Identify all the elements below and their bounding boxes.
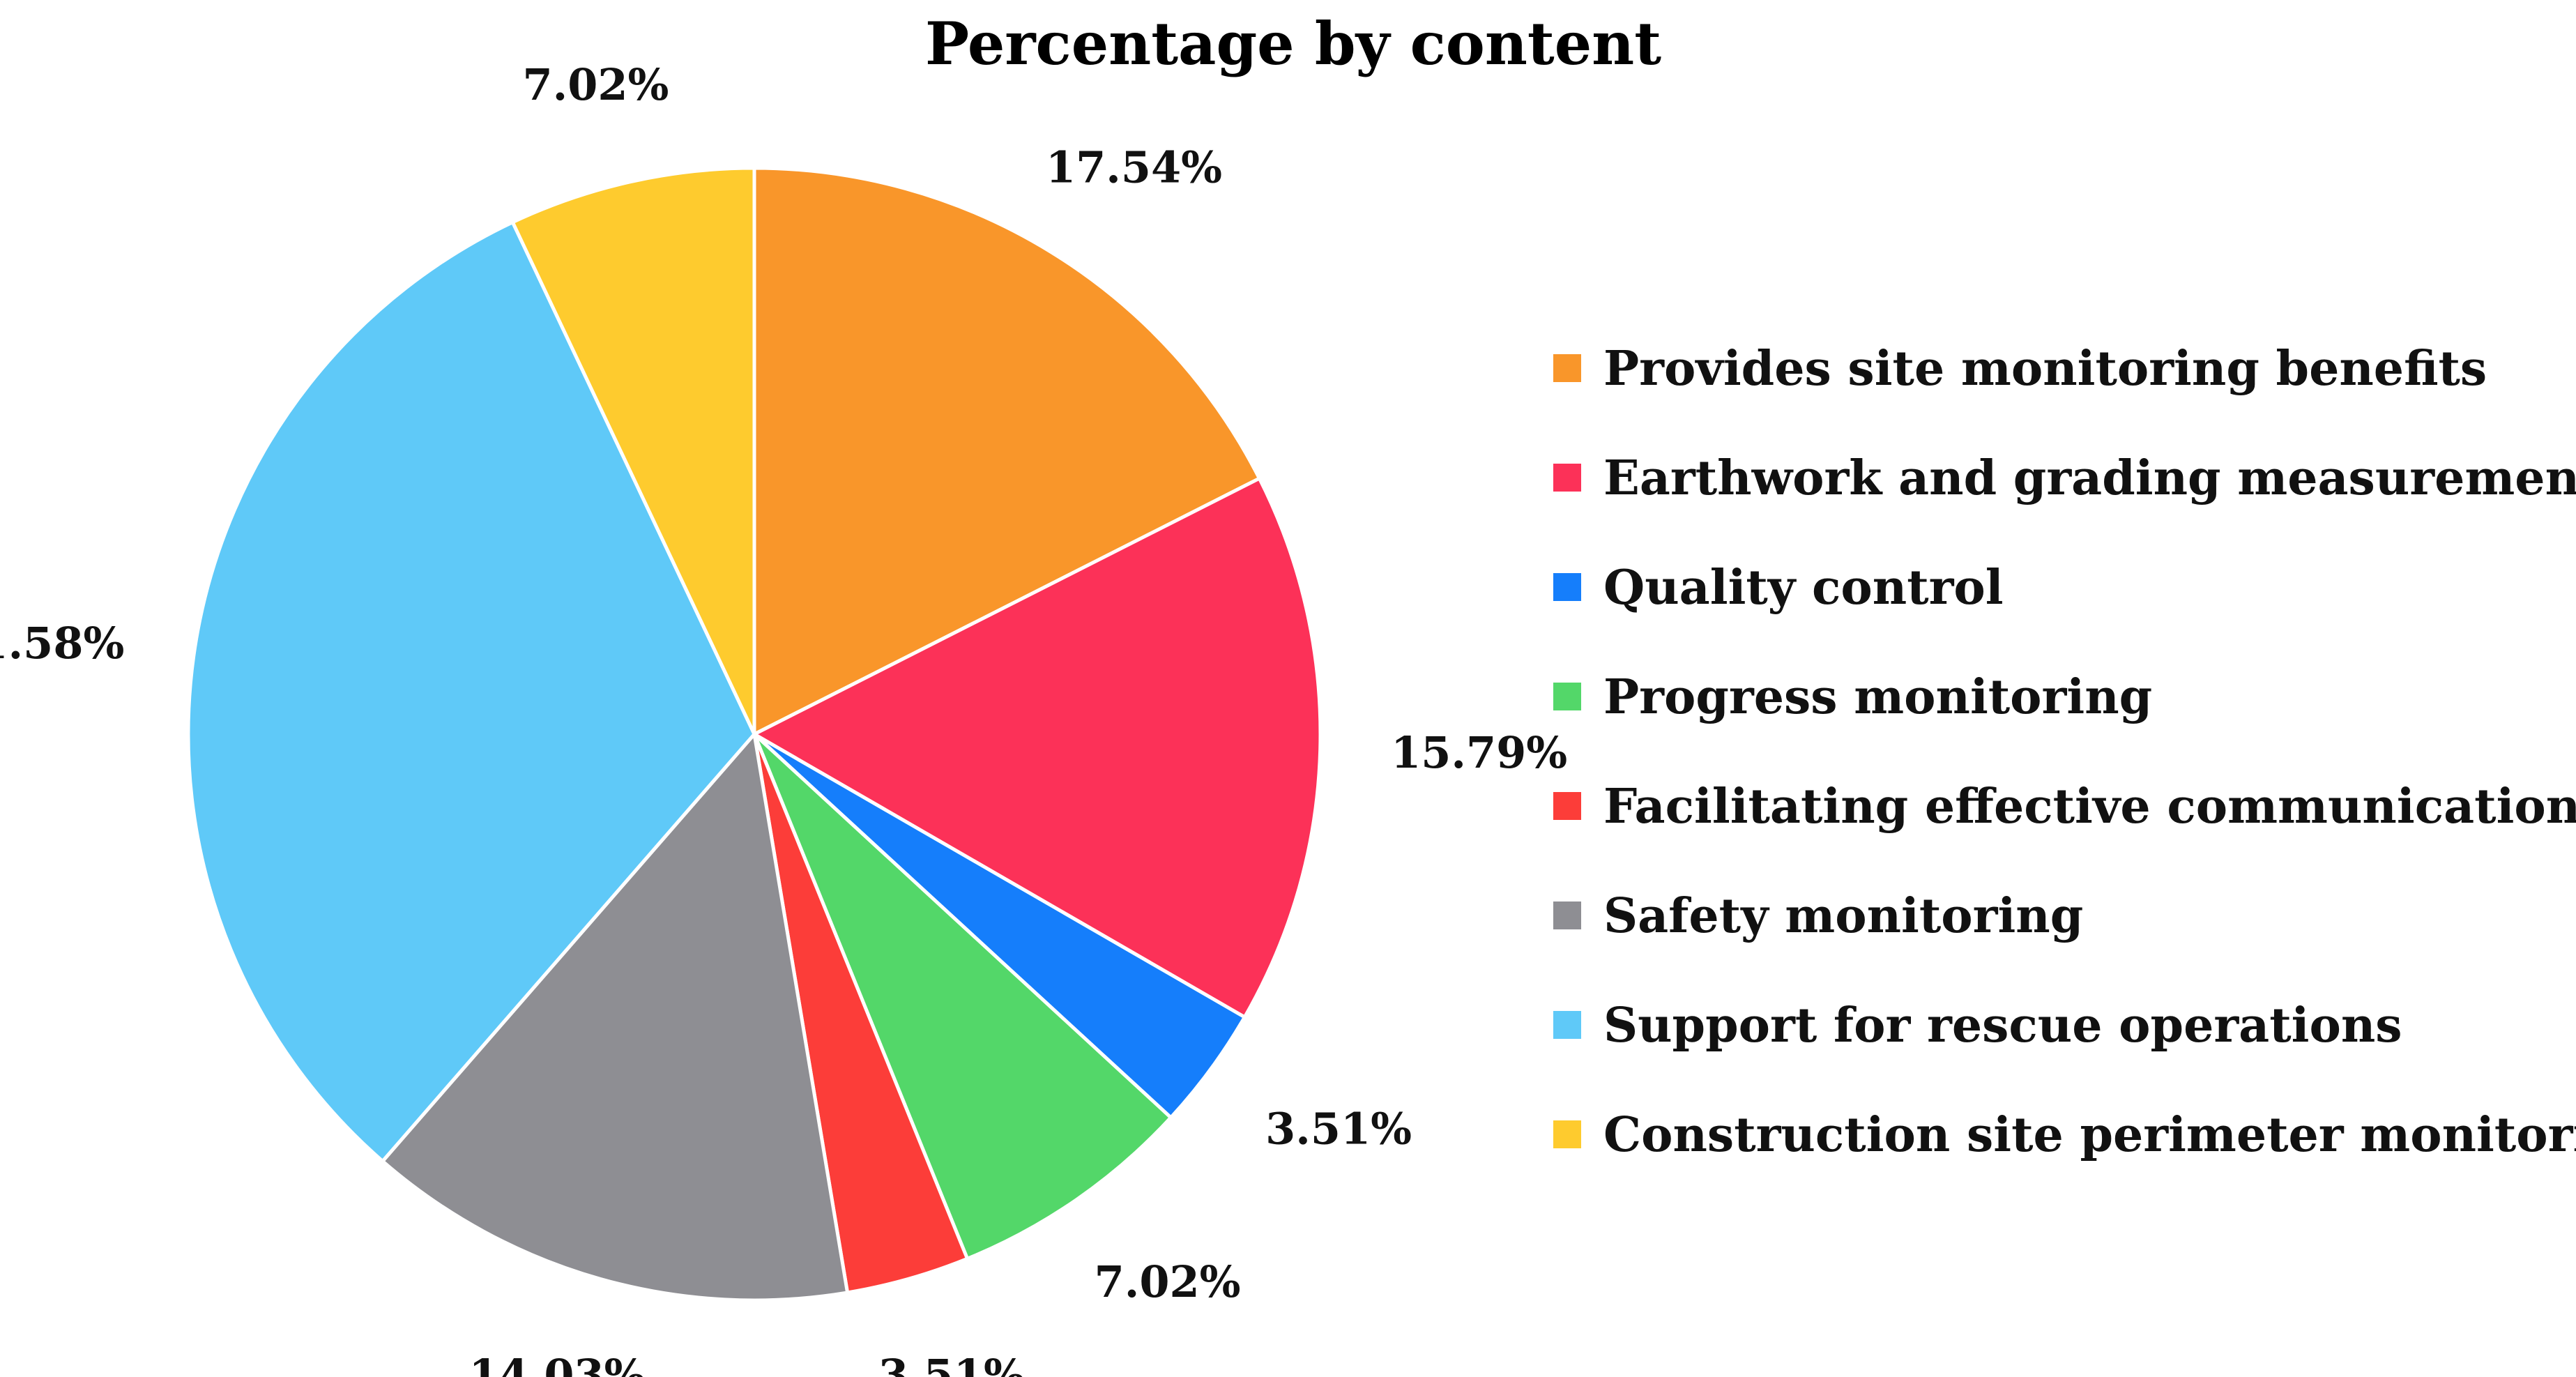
legend-item-construction-site-perimeter-monitoring: Construction site perimeter monitoring	[1553, 1107, 2576, 1163]
legend-item-facilitating-effective-communication: Facilitating effective communication	[1553, 779, 2576, 835]
data-label-facilitating-effective-communication: 3.51%	[878, 1350, 1025, 1377]
legend-swatch	[1553, 354, 1581, 382]
legend-label: Provides site monitoring benefits	[1603, 341, 2487, 397]
pie-slice-provides-site-monitoring-benefits	[752, 166, 1262, 738]
data-label-earthwork-and-grading-measurement: 15.79%	[1391, 727, 1567, 778]
pie-slices	[186, 166, 1323, 1302]
legend-label: Quality control	[1603, 560, 2004, 616]
legend-label: Support for rescue operations	[1603, 998, 2402, 1053]
legend-item-provides-site-monitoring-benefits: Provides site monitoring benefits	[1553, 341, 2487, 397]
legend-swatch	[1553, 901, 1581, 929]
legend-swatch	[1553, 573, 1581, 601]
legend-swatch	[1553, 683, 1581, 710]
chart-title: Percentage by content	[925, 9, 1661, 78]
legend: Provides site monitoring benefits Earthwo…	[1553, 341, 2576, 1163]
legend-item-safety-monitoring: Safety monitoring	[1553, 888, 2083, 944]
data-label-provides-site-monitoring-benefits: 17.54%	[1046, 142, 1222, 192]
data-label-safety-monitoring: 14.03%	[469, 1350, 646, 1377]
legend-swatch	[1553, 1120, 1581, 1148]
legend-label: Earthwork and grading measurement	[1603, 450, 2576, 506]
legend-item-support-for-rescue-operations: Support for rescue operations	[1553, 998, 2402, 1053]
legend-label: Construction site perimeter monitoring	[1603, 1107, 2576, 1163]
legend-item-earthwork-and-grading-measurement: Earthwork and grading measurement	[1553, 450, 2576, 506]
pie-data-labels: 17.54% 15.79% 3.51% 7.02% 3.51% 14.03% 31.58% 7…	[0, 59, 1567, 1377]
pie-slice-progress-monitoring	[752, 733, 1174, 1261]
legend-swatch	[1553, 464, 1581, 492]
legend-label: Facilitating effective communication	[1603, 779, 2576, 835]
pie-slice-safety-monitoring	[380, 730, 850, 1302]
legend-label: Progress monitoring	[1603, 669, 2152, 725]
pie-slice-support-for-rescue-operations	[186, 220, 756, 1164]
legend-swatch	[1553, 1011, 1581, 1039]
legend-item-quality-control: Quality control	[1553, 560, 2004, 616]
data-label-support-for-rescue-operations: 31.58%	[0, 618, 124, 669]
legend-item-progress-monitoring: Progress monitoring	[1553, 669, 2152, 725]
data-label-construction-site-perimeter-monitoring: 7.02%	[523, 59, 669, 110]
legend-label: Safety monitoring	[1603, 888, 2083, 944]
pie-slice-construction-site-perimeter-monitoring	[510, 166, 756, 736]
legend-swatch	[1553, 792, 1581, 820]
data-label-progress-monitoring: 7.02%	[1095, 1256, 1241, 1307]
data-label-quality-control: 3.51%	[1265, 1103, 1412, 1154]
pie-slice-earthwork-and-grading-measurement	[750, 476, 1323, 1020]
